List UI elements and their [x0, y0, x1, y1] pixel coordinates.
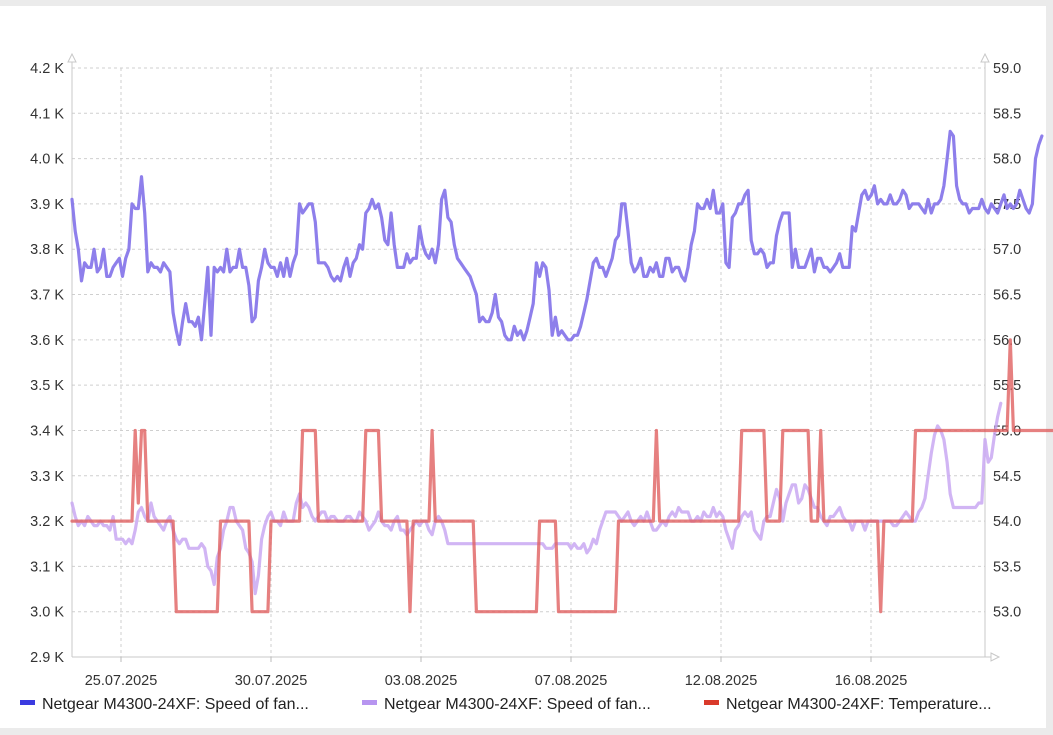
- y-axis-left-ticks: 2.9 K 3.0 K 3.1 K 3.2 K 3.3 K 3.4 K 3.5 K 3.6 K…: [30, 61, 64, 666]
- y-right-tick-label: 57.0: [993, 242, 1021, 258]
- y-right-tick-label: 56.5: [993, 288, 1021, 304]
- y-left-tick-label: 3.7 K: [30, 288, 64, 304]
- x-tick-label: 07.08.2025: [535, 673, 608, 689]
- y-right-tick-label: 58.0: [993, 152, 1021, 168]
- y-right-tick-label: 53.5: [993, 559, 1021, 575]
- y-right-tick-label: 56.0: [993, 333, 1021, 349]
- y-left-tick-label: 3.9 K: [30, 197, 64, 213]
- legend: Netgear M4300-24XF: Speed of fan... Netg…: [20, 696, 1040, 720]
- series-line-2: [70, 338, 1053, 614]
- y-left-tick-label: 4.0 K: [30, 152, 64, 168]
- y-right-tick-label: 59.0: [993, 61, 1021, 77]
- x-axis-ticks: 25.07.2025 30.07.2025 03.08.2025 07.08.2025…: [85, 657, 908, 689]
- y-left-tick-label: 4.2 K: [30, 61, 64, 77]
- y-axis-right-arrow: [980, 52, 990, 63]
- x-tick-label: 12.08.2025: [685, 673, 758, 689]
- y-left-tick-label: 3.2 K: [30, 514, 64, 530]
- y-left-tick-label: 3.5 K: [30, 378, 64, 394]
- y-left-tick-label: 2.9 K: [30, 650, 64, 666]
- x-tick-label: 03.08.2025: [385, 673, 458, 689]
- chart-toolbar-area: [0, 6, 1046, 48]
- series-line-1: [70, 401, 1003, 596]
- y-left-tick-label: 3.3 K: [30, 469, 64, 485]
- y-left-tick-label: 3.0 K: [30, 605, 64, 621]
- legend-item-fan-speed-1[interactable]: Netgear M4300-24XF: Speed of fan...: [20, 696, 309, 714]
- legend-swatch-blue: [20, 700, 35, 706]
- grid-lines: [72, 67, 985, 658]
- y-right-tick-label: 58.5: [993, 106, 1021, 122]
- legend-item-fan-speed-2[interactable]: Netgear M4300-24XF: Speed of fan...: [362, 696, 651, 714]
- axes: [67, 52, 1001, 662]
- legend-label: Netgear M4300-24XF: Speed of fan...: [42, 696, 309, 713]
- x-axis-arrow: [990, 652, 1001, 662]
- y-axis-left-arrow: [67, 52, 77, 63]
- legend-label: Netgear M4300-24XF: Speed of fan...: [384, 696, 651, 713]
- legend-swatch-red: [704, 700, 719, 706]
- series-lines: [70, 129, 1053, 614]
- y-left-tick-label: 3.1 K: [30, 559, 64, 575]
- series-line-0: [70, 129, 1044, 346]
- y-axis-right-ticks: 53.053.554.054.555.055.556.056.557.057.5…: [993, 61, 1021, 621]
- legend-swatch-lilac: [362, 700, 377, 706]
- y-right-tick-label: 53.0: [993, 605, 1021, 621]
- x-tick-label: 25.07.2025: [85, 673, 158, 689]
- y-left-tick-label: 3.6 K: [30, 333, 64, 349]
- y-right-tick-label: 54.0: [993, 514, 1021, 530]
- legend-item-temperature[interactable]: Netgear M4300-24XF: Temperature...: [704, 696, 992, 714]
- y-left-tick-label: 3.8 K: [30, 242, 64, 258]
- x-tick-label: 30.07.2025: [235, 673, 308, 689]
- legend-label: Netgear M4300-24XF: Temperature...: [726, 696, 992, 713]
- x-tick-label: 16.08.2025: [835, 673, 908, 689]
- chart-panel: [0, 48, 1046, 728]
- y-left-tick-label: 4.1 K: [30, 106, 64, 122]
- y-right-tick-label: 54.5: [993, 469, 1021, 485]
- y-left-tick-label: 3.4 K: [30, 423, 64, 439]
